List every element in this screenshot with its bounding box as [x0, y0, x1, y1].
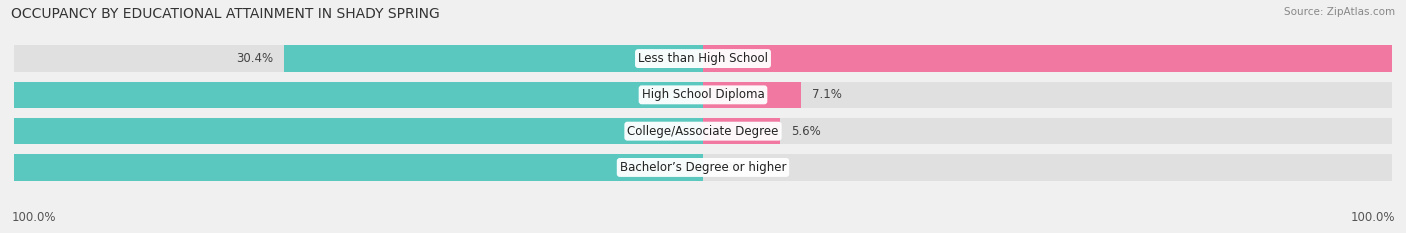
- Text: 100.0%: 100.0%: [1350, 211, 1395, 224]
- Bar: [14, 82, 1392, 108]
- Text: OCCUPANCY BY EDUCATIONAL ATTAINMENT IN SHADY SPRING: OCCUPANCY BY EDUCATIONAL ATTAINMENT IN S…: [11, 7, 440, 21]
- Bar: [703, 82, 801, 108]
- Bar: [0, 154, 703, 181]
- Text: Bachelor’s Degree or higher: Bachelor’s Degree or higher: [620, 161, 786, 174]
- Bar: [703, 45, 1406, 72]
- Bar: [703, 118, 780, 144]
- Text: 7.1%: 7.1%: [811, 88, 842, 101]
- Bar: [14, 118, 1392, 144]
- Bar: [0, 118, 703, 144]
- Text: Less than High School: Less than High School: [638, 52, 768, 65]
- Text: 5.6%: 5.6%: [792, 125, 821, 138]
- Bar: [14, 154, 1392, 181]
- Bar: [0, 82, 703, 108]
- Text: 100.0%: 100.0%: [11, 211, 56, 224]
- Text: 30.4%: 30.4%: [236, 52, 273, 65]
- Bar: [14, 45, 1392, 72]
- Text: High School Diploma: High School Diploma: [641, 88, 765, 101]
- Text: 0.0%: 0.0%: [714, 161, 744, 174]
- Text: Source: ZipAtlas.com: Source: ZipAtlas.com: [1284, 7, 1395, 17]
- Text: College/Associate Degree: College/Associate Degree: [627, 125, 779, 138]
- Bar: [284, 45, 703, 72]
